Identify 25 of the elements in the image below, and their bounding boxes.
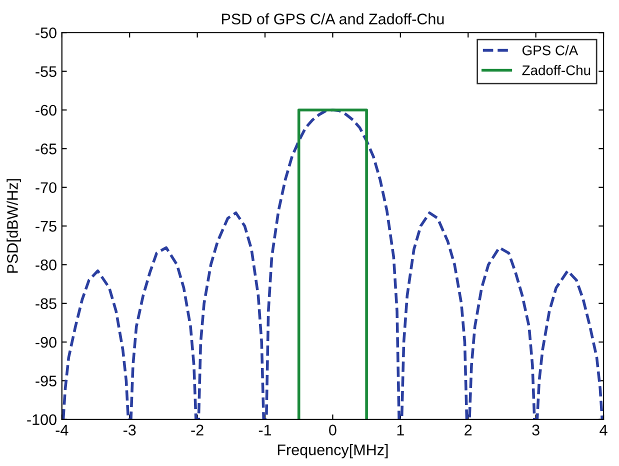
y-tick-label: -80	[36, 260, 56, 270]
x-tick-label: -1	[258, 424, 272, 436]
y-tick-label: -70	[36, 182, 56, 194]
x-tick-label: -3	[123, 424, 136, 436]
x-tick-label: -2	[191, 424, 204, 436]
legend-label: Zadoff-Chu	[522, 65, 590, 76]
y-tick-label: -100	[27, 414, 56, 426]
chart-title: PSD of GPS C/A and Zadoff-Chu	[222, 13, 444, 24]
y-tick-label: -65	[36, 144, 56, 154]
legend-label: GPS C/A	[522, 45, 578, 56]
x-tick-label: 0	[329, 424, 336, 436]
x-tick-label: -4	[56, 424, 68, 436]
y-tick-label: -60	[36, 104, 56, 116]
y-tick-label: -50	[36, 27, 56, 38]
x-tick-label: 3	[532, 424, 540, 436]
y-tick-label: -90	[36, 336, 56, 348]
y-tick-label: -95	[36, 376, 56, 386]
y-tick-label: -55	[36, 66, 56, 77]
y-tick-label: -75	[36, 221, 56, 232]
x-axis-title: Frequency[MHz]	[278, 444, 388, 458]
y-axis-title: PSD[dBW/Hz]	[6, 179, 21, 273]
x-tick-label: 1	[397, 424, 404, 436]
x-tick-label: 4	[600, 424, 608, 436]
x-tick-label: 2	[464, 424, 472, 436]
y-tick-label: -85	[36, 298, 56, 310]
